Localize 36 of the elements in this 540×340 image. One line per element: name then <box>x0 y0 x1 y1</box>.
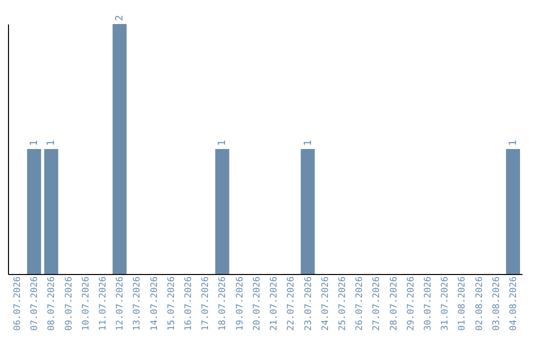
x-tick-label: 17.07.2026 <box>201 276 212 331</box>
x-tick-label: 21.07.2026 <box>270 276 280 331</box>
x-tick-label: 08.07.2026 <box>47 276 58 331</box>
x-tick-label: 19.07.2026 <box>235 276 246 331</box>
x-tick-label: 11.07.2026 <box>98 276 109 331</box>
x-tick-label: 27.07.2026 <box>372 276 382 331</box>
data-label: 2 <box>114 14 126 21</box>
x-tick-label: 30.07.2026 <box>423 276 434 331</box>
x-tick-label: 31.07.2026 <box>440 276 451 331</box>
x-tick-label: 15.07.2026 <box>166 276 177 331</box>
x-tick-label: 01.08.2026 <box>458 276 468 331</box>
x-tick-label: 06.07.2026 <box>12 276 23 331</box>
x-tick-label: 20.07.2026 <box>252 276 262 331</box>
x-tick-label: 02.08.2026 <box>474 276 485 331</box>
x-tick-label: 04.08.2026 <box>509 276 520 331</box>
x-tick-label: 12.07.2026 <box>116 276 126 331</box>
x-tick-label: 18.07.2026 <box>218 276 228 331</box>
data-label: 1 <box>46 140 58 146</box>
data-label: 1 <box>302 140 314 146</box>
x-tick-label: 10.07.2026 <box>81 276 92 331</box>
x-tick-label: 14.07.2026 <box>150 276 160 331</box>
x-tick-label: 23.07.2026 <box>304 276 314 331</box>
data-label: 1 <box>217 140 228 146</box>
x-tick-label: 16.07.2026 <box>184 276 194 331</box>
x-tick-label: 28.07.2026 <box>389 276 400 331</box>
x-tick-label: 25.07.2026 <box>338 276 348 331</box>
x-tick-label: 24.07.2026 <box>320 276 331 331</box>
x-tick-label: 13.07.2026 <box>132 276 143 331</box>
x-tick-label: 26.07.2026 <box>355 276 366 331</box>
data-label: 1 <box>508 140 520 146</box>
x-tick-label: 22.07.2026 <box>286 276 297 331</box>
x-tick-label: 07.07.2026 <box>30 276 40 331</box>
data-label: 1 <box>29 140 40 146</box>
x-tick-label: 03.08.2026 <box>492 276 502 331</box>
x-tick-label: 09.07.2026 <box>64 276 74 331</box>
x-tick-label: 29.07.2026 <box>406 276 416 331</box>
